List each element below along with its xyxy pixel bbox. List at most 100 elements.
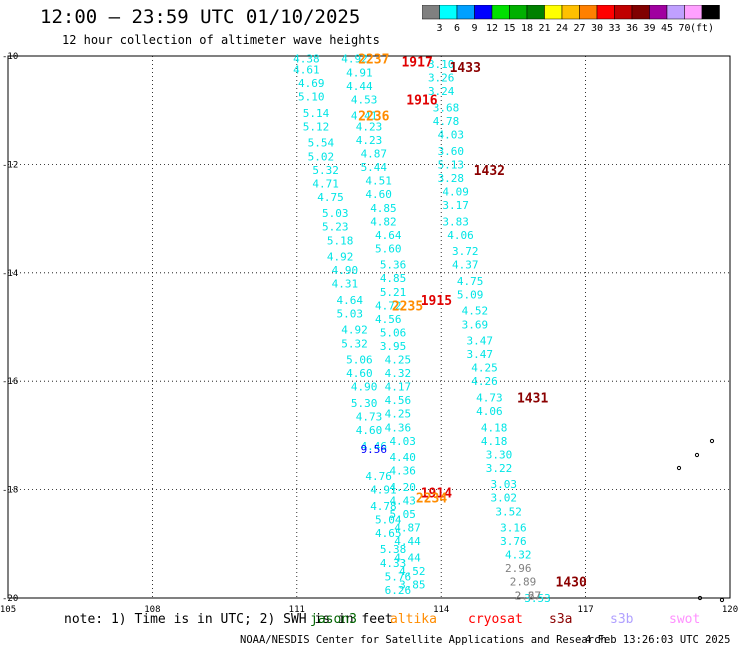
wave-height-label: 4.64 bbox=[375, 229, 402, 242]
colorbar-label: 45 bbox=[661, 23, 673, 34]
pass-time-label: 1915 bbox=[421, 294, 452, 309]
wave-height-label: 4.23 bbox=[356, 134, 383, 147]
wave-height-label: 3.83 bbox=[442, 215, 469, 228]
wave-height-label: 4.87 bbox=[394, 522, 421, 535]
pass-time-label: 2234 bbox=[416, 492, 447, 507]
wave-height-label: 4.20 bbox=[389, 481, 416, 494]
wave-height-label: 5.32 bbox=[312, 164, 339, 177]
wave-height-label: 4.91 bbox=[346, 66, 373, 79]
y-tick-label: -10 bbox=[2, 52, 18, 62]
wave-height-label: 4.52 bbox=[399, 565, 426, 578]
colorbar-label: 24 bbox=[556, 23, 568, 34]
wave-height-label: 9.56 bbox=[361, 443, 388, 456]
pass-time-label: 1430 bbox=[556, 576, 587, 591]
wave-height-label: 4.65 bbox=[375, 527, 402, 540]
wave-height-label: 5.18 bbox=[327, 234, 354, 247]
satellite-legend-item: swot bbox=[669, 612, 701, 627]
wave-height-label: 6.26 bbox=[385, 584, 412, 597]
wave-height-label: 4.41 bbox=[351, 110, 378, 123]
wave-height-label: 3.53 bbox=[524, 592, 551, 605]
wave-height-label: 4.38 bbox=[293, 53, 320, 66]
wave-height-label: 5.02 bbox=[308, 150, 335, 163]
wave-height-label: 3.17 bbox=[442, 199, 469, 212]
wave-height-label: 5.13 bbox=[438, 158, 465, 171]
wave-height-label: 4.72 bbox=[375, 299, 402, 312]
wave-height-label: 4.69 bbox=[298, 77, 325, 90]
wave-height-label: 5.06 bbox=[380, 326, 407, 339]
island-mark bbox=[676, 465, 682, 471]
colorbar-label: 12 bbox=[486, 23, 498, 34]
wave-height-label: 2.96 bbox=[505, 562, 532, 575]
wave-height-label: 4.06 bbox=[447, 229, 474, 242]
plot-frame bbox=[7, 55, 731, 599]
pass-time-label: 1917 bbox=[401, 55, 432, 70]
y-tick-label: -18 bbox=[2, 486, 18, 496]
wave-height-label: 5.76 bbox=[385, 570, 412, 583]
wave-height-label: 3.22 bbox=[486, 462, 513, 475]
wave-height-label: 3.69 bbox=[462, 318, 489, 331]
wave-height-label: 4.25 bbox=[471, 362, 498, 375]
wave-height-label: 4.25 bbox=[385, 408, 412, 421]
colorbar-label: 9 bbox=[471, 23, 477, 34]
colorbar-label: 6 bbox=[454, 23, 460, 34]
wave-height-label: 4.43 bbox=[389, 494, 416, 507]
satellite-legend-item: s3a bbox=[549, 612, 573, 627]
wave-height-label: 4.71 bbox=[312, 177, 339, 190]
wave-height-label: 4.90 bbox=[351, 381, 378, 394]
wave-height-label: 3.76 bbox=[500, 535, 527, 548]
colorbar-label: (ft) bbox=[690, 23, 714, 34]
wave-height-label: 4.09 bbox=[442, 186, 469, 199]
wave-height-label: 4.44 bbox=[394, 551, 421, 564]
wave-height-label: 4.73 bbox=[476, 391, 503, 404]
pass-time-label: 1431 bbox=[517, 391, 548, 406]
wave-height-label: 5.21 bbox=[380, 286, 407, 299]
page-title: 12:00 – 23:59 UTC 01/10/2025 bbox=[40, 6, 361, 28]
wave-height-label: 5.03 bbox=[336, 307, 363, 320]
wave-height-label: 4.25 bbox=[385, 354, 412, 367]
pass-time-label: 1916 bbox=[406, 93, 437, 108]
wave-height-label: 4.56 bbox=[375, 313, 402, 326]
pass-time-label: 1433 bbox=[450, 61, 481, 76]
page-subtitle: 12 hour collection of altimeter wave hei… bbox=[62, 33, 380, 47]
wave-height-label: 4.46 bbox=[361, 440, 388, 453]
satellite-legend-item: altika bbox=[390, 612, 437, 627]
wave-height-label: 4.85 bbox=[380, 272, 407, 285]
wave-height-label: 3.26 bbox=[428, 72, 455, 85]
wave-height-label: 4.17 bbox=[385, 381, 412, 394]
wave-height-label: 5.09 bbox=[457, 288, 484, 301]
wave-height-label: 5.06 bbox=[346, 354, 373, 367]
wave-height-label: 4.31 bbox=[332, 278, 359, 291]
wave-height-label: 3.10 bbox=[428, 58, 455, 71]
wave-height-label: 4.53 bbox=[351, 93, 378, 106]
x-tick-label: 120 bbox=[722, 605, 738, 615]
wave-height-label: 4.64 bbox=[336, 294, 363, 307]
wave-height-label: 4.56 bbox=[385, 394, 412, 407]
wave-height-label: 4.36 bbox=[385, 421, 412, 434]
wave-height-label: 2.67 bbox=[515, 589, 542, 602]
wave-height-label: 3.85 bbox=[399, 578, 426, 591]
wave-height-label: 3.47 bbox=[466, 348, 493, 361]
wave-height-label: 5.12 bbox=[303, 120, 330, 133]
colorbar-swatch bbox=[701, 5, 720, 20]
wave-height-label: 4.36 bbox=[389, 465, 416, 478]
wave-height-label: 5.54 bbox=[308, 137, 335, 150]
wave-height-label: 4.18 bbox=[481, 435, 508, 448]
colorbar-label: 18 bbox=[521, 23, 533, 34]
x-tick-label: 114 bbox=[433, 605, 449, 615]
colorbar-label: 30 bbox=[591, 23, 603, 34]
wave-height-label: 2.27 bbox=[515, 589, 542, 602]
y-tick-label: -12 bbox=[2, 160, 18, 170]
wave-height-label: 4.92 bbox=[341, 324, 368, 337]
wave-height-label: 5.38 bbox=[380, 543, 407, 556]
wave-height-label: 5.10 bbox=[298, 91, 325, 104]
wave-height-label: 3.68 bbox=[433, 101, 460, 114]
wave-height-label: 4.44 bbox=[394, 535, 421, 548]
colorbar-label: 21 bbox=[538, 23, 550, 34]
y-tick-label: -14 bbox=[2, 269, 18, 279]
colorbar-label: 36 bbox=[626, 23, 638, 34]
wave-height-label: 4.92 bbox=[341, 53, 368, 66]
wave-height-label: 4.75 bbox=[457, 275, 484, 288]
pass-time-label: 2235 bbox=[392, 299, 423, 314]
wave-height-label: 4.18 bbox=[481, 421, 508, 434]
wave-height-label: 3.28 bbox=[438, 172, 465, 185]
